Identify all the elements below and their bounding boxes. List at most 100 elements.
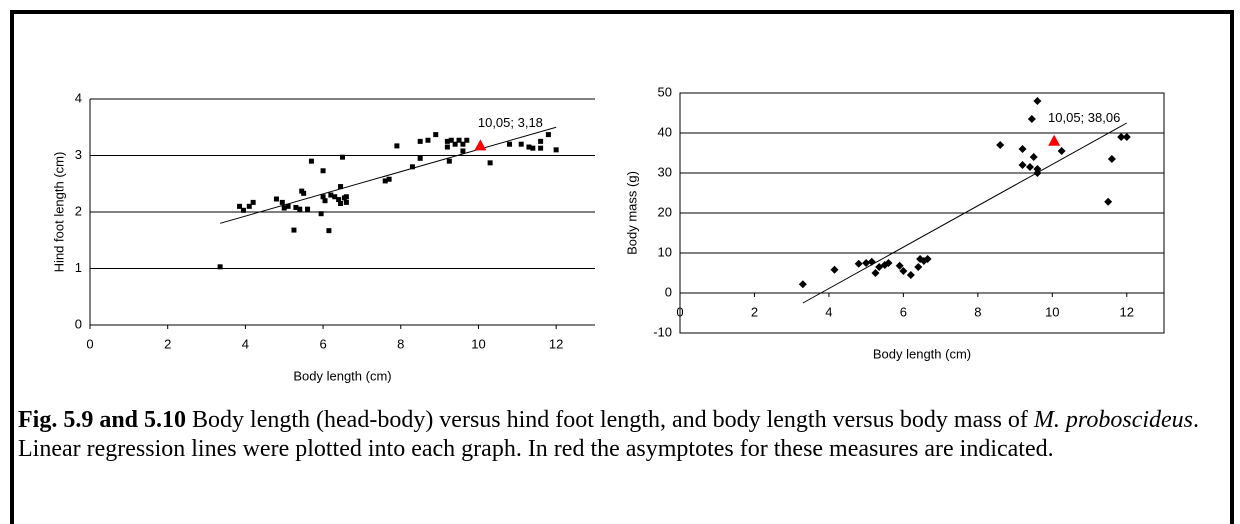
y-tick-label: 2: [75, 203, 82, 218]
highlight-label: 10,05; 38,06: [1048, 110, 1120, 125]
point: [914, 263, 923, 271]
point: [460, 148, 466, 154]
point: [320, 194, 326, 200]
point: [507, 141, 513, 147]
point: [305, 206, 311, 212]
y-tick-label: 50: [658, 84, 672, 99]
point: [433, 132, 439, 138]
point: [382, 178, 388, 184]
caption-text: Body length (head-body) versus hind foot…: [186, 407, 1034, 433]
point: [871, 269, 880, 277]
point: [293, 204, 299, 210]
point: [417, 138, 423, 144]
page: 0 1 2 3 4 0 2 4 6 8 10 12 Body length (cm) Hind foot …: [10, 10, 1234, 524]
point: [518, 141, 524, 147]
point: [538, 145, 544, 151]
point: [386, 176, 392, 182]
point: [425, 137, 431, 143]
point: [336, 197, 342, 203]
x-tick-label: 12: [1120, 304, 1134, 319]
x-axis-title: Body length (cm): [873, 346, 971, 361]
point: [1029, 153, 1038, 161]
point: [487, 160, 493, 166]
point: [281, 205, 287, 211]
point: [318, 211, 324, 217]
y-tick-label: 20: [658, 204, 672, 219]
point: [798, 280, 807, 289]
point: [526, 144, 532, 150]
point: [417, 155, 423, 161]
point: [899, 267, 908, 275]
highlight-point: [474, 139, 487, 151]
x-tick-label: 8: [974, 304, 981, 319]
y-tick-label: 30: [658, 164, 672, 179]
point: [444, 138, 450, 144]
point: [297, 206, 303, 212]
x-tick-label: 6: [319, 336, 326, 351]
trendline: [802, 122, 1128, 304]
x-tick-label: 0: [86, 336, 93, 351]
point: [250, 199, 256, 205]
x-tick-label: 8: [397, 336, 404, 351]
point: [1107, 155, 1116, 163]
point: [1018, 161, 1027, 169]
point: [301, 190, 307, 196]
point: [409, 164, 415, 170]
point: [217, 264, 223, 270]
point: [1018, 145, 1027, 153]
x-tick-label: 6: [900, 304, 907, 319]
point: [456, 137, 462, 143]
point: [538, 138, 544, 144]
figure-frame: [10, 10, 1234, 524]
y-tick-label: 0: [75, 316, 82, 331]
point: [322, 198, 328, 204]
point: [448, 137, 454, 143]
point: [1122, 133, 1131, 141]
point: [1025, 163, 1034, 171]
point: [545, 132, 551, 138]
point: [343, 199, 349, 205]
point: [854, 259, 863, 268]
caption-text: Fig. 5.9 and 5.10: [18, 407, 187, 433]
y-tick-label: 3: [75, 147, 82, 162]
point: [332, 194, 338, 200]
y-axis-title: Hind foot length (cm): [51, 152, 66, 273]
point: [446, 158, 452, 164]
point: [273, 196, 279, 202]
x-tick-label: 4: [825, 304, 832, 319]
point: [1117, 133, 1126, 141]
y-tick-label: 4: [75, 90, 82, 105]
y-tick-label: -10: [653, 324, 672, 339]
x-tick-label: 2: [164, 336, 171, 351]
point: [996, 141, 1005, 149]
point: [830, 265, 839, 274]
x-tick-label: 0: [676, 304, 683, 319]
point: [340, 154, 345, 160]
highlight-point: [1048, 134, 1061, 146]
point: [530, 145, 536, 151]
point: [895, 261, 904, 270]
point: [237, 203, 243, 209]
x-tick-label: 4: [242, 336, 249, 351]
point: [553, 147, 559, 153]
point: [452, 141, 458, 147]
point: [285, 203, 291, 209]
point: [444, 144, 450, 150]
point: [1027, 115, 1036, 123]
point: [394, 143, 400, 149]
point: [240, 207, 246, 213]
point: [460, 141, 466, 147]
point: [1033, 97, 1042, 105]
x-tick-label: 2: [751, 304, 758, 319]
x-tick-label: 10: [471, 336, 485, 351]
point: [464, 137, 470, 143]
point: [320, 168, 326, 174]
caption: Fig. 5.9 and 5.10 Body length (head-body…: [18, 406, 1208, 464]
point: [328, 192, 334, 198]
point: [1104, 197, 1113, 206]
point: [923, 255, 932, 263]
caption-text: M. proboscideus: [1033, 407, 1193, 433]
x-tick-label: 12: [549, 336, 563, 351]
trendline: [219, 126, 557, 224]
y-tick-label: 10: [658, 244, 672, 259]
